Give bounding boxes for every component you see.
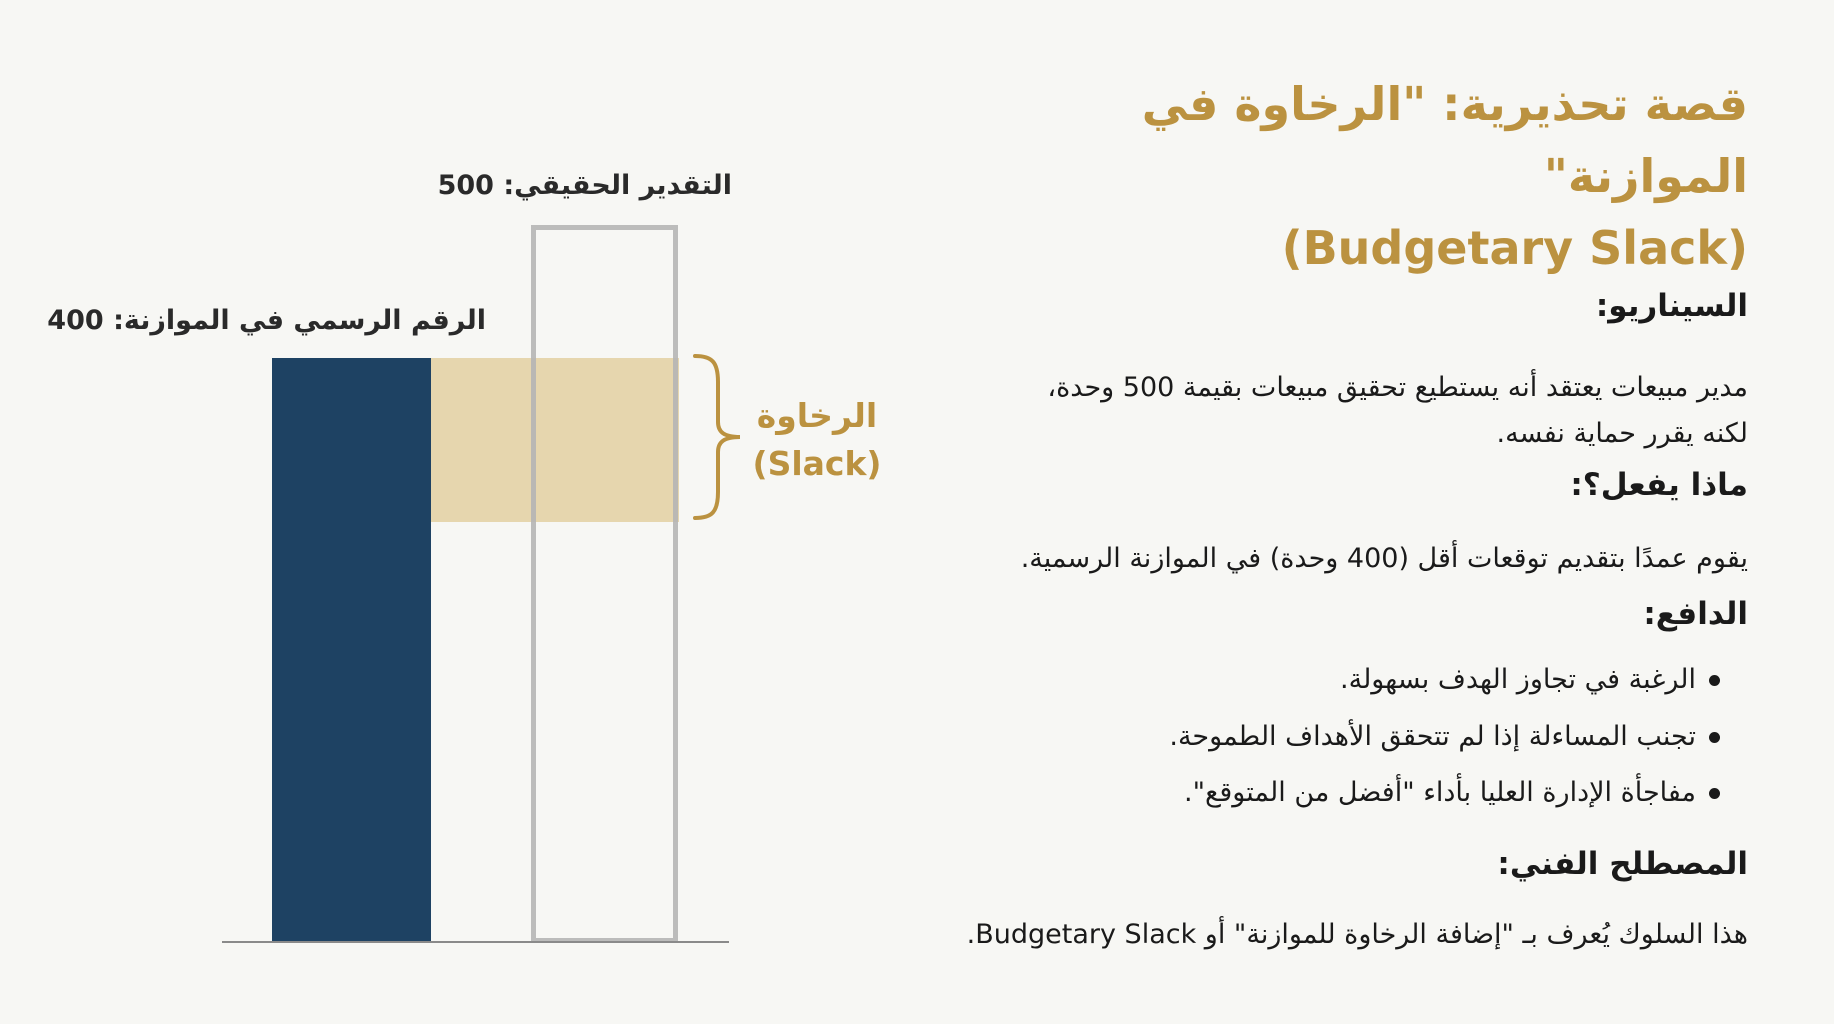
term-heading: المصطلح الفني:	[1497, 846, 1748, 882]
list-item: تجنب المساءلة إذا لم تتحقق الأهداف الطمو…	[1169, 709, 1748, 766]
slack-chart: التقدير الحقيقي: 500 الرقم الرسمي في الم…	[0, 0, 900, 1024]
title-line-2: (Budgetary Slack)	[1281, 221, 1748, 275]
bullet-icon	[1709, 675, 1720, 686]
bullet-icon	[1709, 731, 1720, 743]
scenario-line-2: لكنه يقرر حماية نفسه.	[1496, 418, 1748, 449]
scenario-line-1: مدير مبيعات يعتقد أنه يستطيع تحقيق مبيعا…	[1047, 372, 1748, 403]
action-line-1: يقوم عمدًا بتقديم توقعات أقل (400 وحدة) …	[1020, 543, 1748, 574]
motive-heading: الدافع:	[1643, 596, 1748, 632]
motive-list: الرغبة في تجاوز الهدف بسهولة. تجنب المسا…	[1169, 652, 1748, 822]
true-estimate-outline	[531, 225, 678, 943]
bullet-icon	[1709, 788, 1720, 799]
slack-label: الرخاوة (Slack)	[752, 396, 882, 483]
slack-band	[431, 358, 679, 522]
action-heading: ماذا يفعل؟:	[1570, 467, 1748, 503]
true-estimate-label: التقدير الحقيقي: 500	[437, 170, 732, 201]
official-budget-bar	[272, 358, 431, 943]
official-budget-label: الرقم الرسمي في الموازنة: 400	[47, 305, 486, 336]
list-item: مفاجأة الإدارة العليا بأداء "أفضل من الم…	[1169, 765, 1748, 822]
page-title: قصة تحذيرية: "الرخاوة في الموازنة" (Budg…	[988, 68, 1748, 284]
title-line-1: قصة تحذيرية: "الرخاوة في الموازنة"	[1141, 77, 1748, 203]
term-line-1: هذا السلوك يُعرف بـ "إضافة الرخاوة للموا…	[966, 919, 1748, 950]
chart-baseline	[222, 941, 729, 943]
scenario-heading: السيناريو:	[1595, 288, 1748, 324]
list-item: الرغبة في تجاوز الهدف بسهولة.	[1169, 652, 1748, 709]
brace-icon	[693, 354, 741, 520]
